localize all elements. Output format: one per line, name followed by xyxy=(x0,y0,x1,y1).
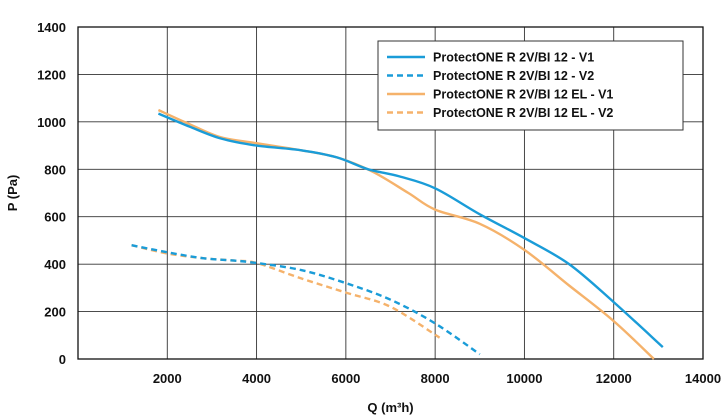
x-tick-label: 8000 xyxy=(421,371,450,386)
legend-box xyxy=(377,40,684,131)
x-tick-label: 14000 xyxy=(685,371,721,386)
x-tick-label: 4000 xyxy=(242,371,271,386)
y-tick-label: 600 xyxy=(44,210,66,225)
y-tick-label: 1400 xyxy=(37,20,66,35)
y-tick-label: 1000 xyxy=(37,115,66,130)
series-layer xyxy=(131,108,664,360)
series-line-1 xyxy=(157,112,664,348)
legend-label: ProtectONE R 2V/BI 12 - V1 xyxy=(433,51,594,65)
y-tick-label: 1200 xyxy=(37,67,66,82)
plot-frame xyxy=(77,26,704,360)
y-tick-label: 800 xyxy=(44,162,66,177)
x-tick-label: 2000 xyxy=(153,371,182,386)
chart-legend: ProtectONE R 2V/BI 12 - V1 ProtectONE R 2… xyxy=(377,40,684,131)
y-tick-label: 0 xyxy=(59,352,66,367)
y-tick-label: 200 xyxy=(44,305,66,320)
legend-label: ProtectONE R 2V/BI 12 - V2 xyxy=(433,69,594,83)
x-tick-labels: 2000 4000 6000 8000 10000 12000 14000 xyxy=(153,371,721,386)
legend-label: ProtectONE R 2V/BI 12 EL - V2 xyxy=(433,106,613,120)
legend-label: ProtectONE R 2V/BI 12 EL - V1 xyxy=(433,88,613,102)
y-axis-label: P (Pa) xyxy=(5,175,20,212)
x-axis-label: Q (m³h) xyxy=(367,400,413,415)
y-tick-label: 400 xyxy=(44,257,66,272)
x-tick-label: 10000 xyxy=(506,371,542,386)
series-line-2 xyxy=(131,244,481,356)
series-line-3 xyxy=(157,108,655,360)
x-tick-label: 12000 xyxy=(596,371,632,386)
y-tick-labels: 0 200 400 600 800 1000 1200 1400 xyxy=(37,20,66,367)
x-tick-label: 6000 xyxy=(331,371,360,386)
series-line-4 xyxy=(131,244,441,339)
